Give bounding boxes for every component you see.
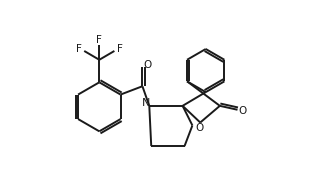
Text: F: F xyxy=(76,44,82,54)
Text: O: O xyxy=(239,106,247,116)
Text: F: F xyxy=(117,44,123,54)
Text: O: O xyxy=(143,60,152,70)
Text: F: F xyxy=(96,34,102,45)
Text: N: N xyxy=(141,98,150,109)
Text: O: O xyxy=(195,123,203,133)
